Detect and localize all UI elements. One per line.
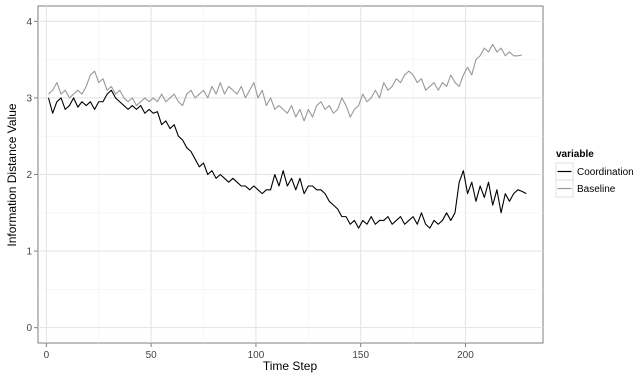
legend-item-coordination: Coordination — [555, 162, 634, 181]
series-line-coordination — [47, 89, 527, 229]
x-axis-ticks: 0 50 100 150 200 — [44, 343, 474, 361]
legend-title: variable — [556, 149, 594, 160]
legend-items: Coordination Baseline — [555, 162, 634, 198]
x-tick-label: 200 — [457, 350, 474, 361]
y-axis-title: Information Distance Value — [5, 103, 19, 247]
y-tick-label: 1 — [26, 247, 32, 258]
y-tick-label: 4 — [26, 17, 32, 28]
x-tick-label: 100 — [248, 350, 265, 361]
legend: variable Coordination Baseline — [555, 149, 634, 198]
y-axis-ticks: 0 1 2 3 4 — [26, 17, 38, 334]
y-tick-label: 2 — [26, 170, 32, 181]
minor-gridlines — [38, 6, 543, 343]
x-tick-label: 150 — [352, 350, 369, 361]
x-tick-label: 0 — [44, 350, 50, 361]
legend-label: Baseline — [577, 184, 616, 195]
x-tick-label: 50 — [146, 350, 158, 361]
series-layer — [47, 43, 527, 229]
x-axis-title: Time Step — [263, 359, 318, 373]
series-line-baseline — [48, 43, 523, 122]
legend-label: Coordination — [577, 167, 634, 178]
major-gridlines — [38, 6, 543, 343]
y-tick-label: 0 — [26, 323, 32, 334]
legend-item-baseline: Baseline — [555, 179, 616, 198]
y-tick-label: 3 — [26, 93, 32, 104]
